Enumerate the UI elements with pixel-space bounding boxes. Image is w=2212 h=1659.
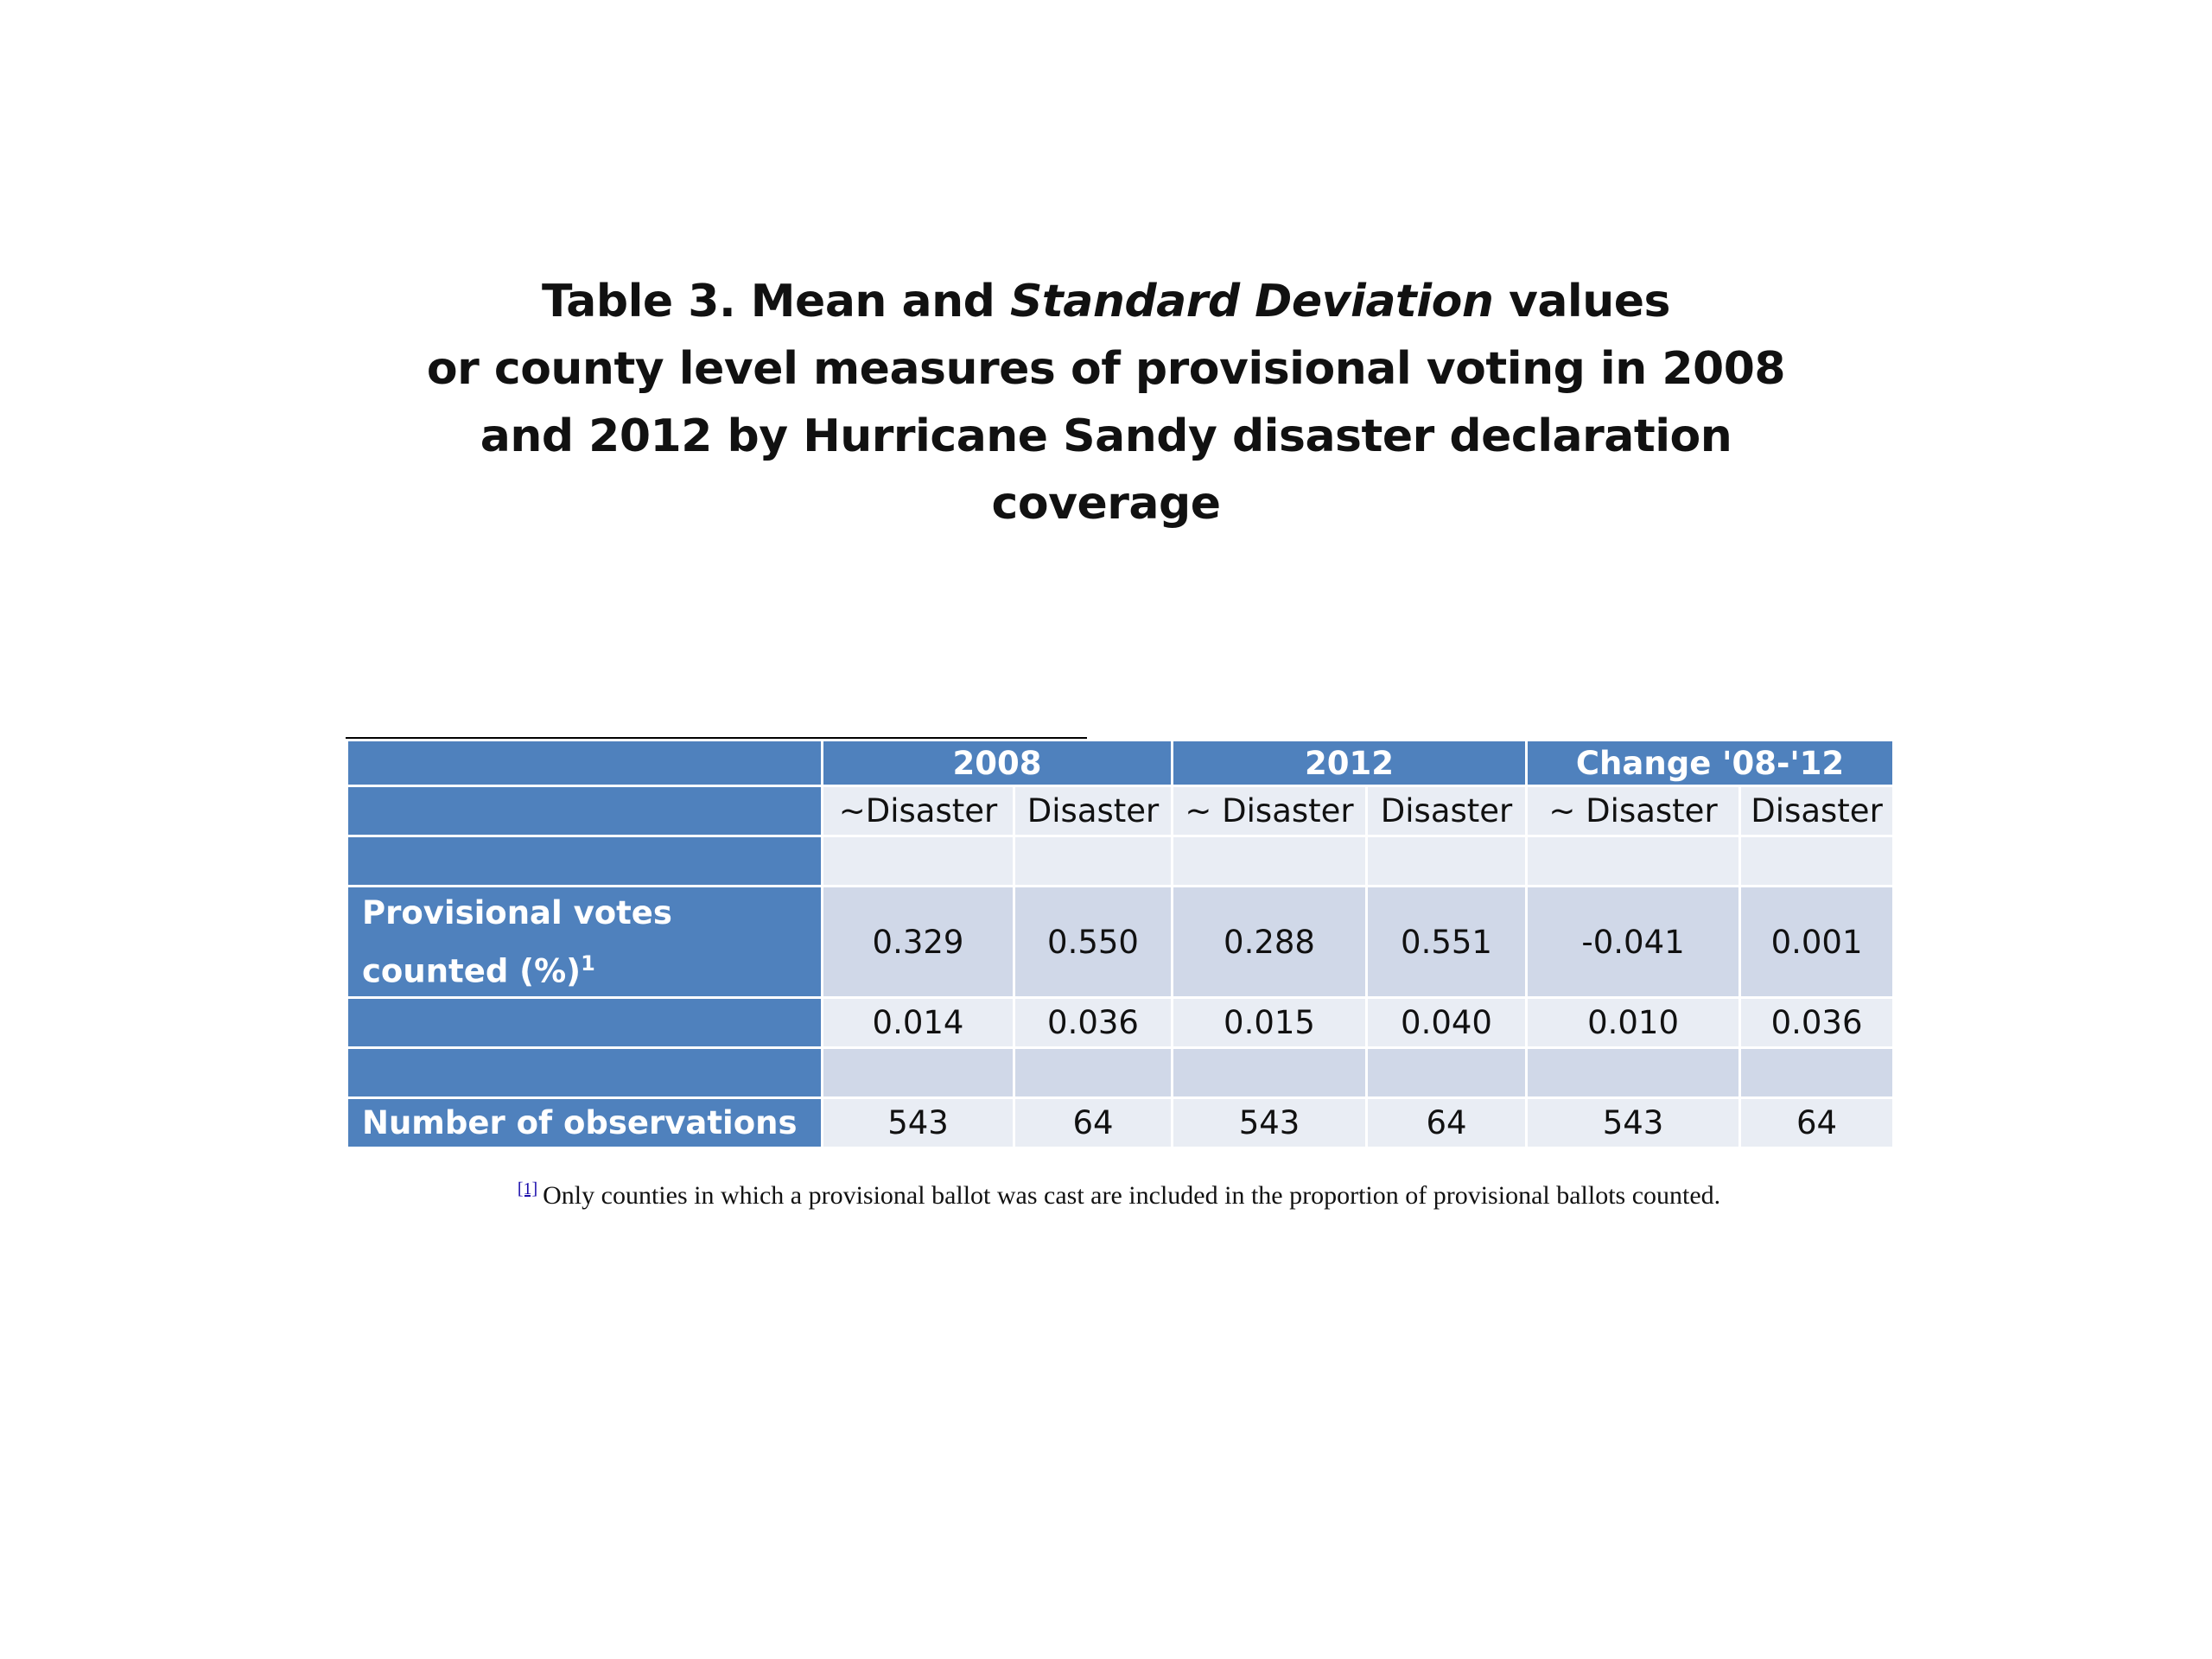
title-line-1-start: Table 3. Mean and — [541, 276, 1010, 327]
corner-cell — [346, 739, 823, 787]
observations-cell: 543 — [1525, 1096, 1742, 1150]
sd-cell: 0.015 — [1171, 996, 1369, 1050]
year-header-row: 2008 2012 Change '08-'12 — [346, 739, 1896, 787]
mean-cell: 0.001 — [1738, 884, 1896, 1000]
spacer-row — [346, 1046, 1896, 1100]
mean-cell: 0.288 — [1171, 884, 1369, 1000]
sub-header-cell: ~ Disaster — [1171, 785, 1369, 837]
observations-cell: 64 — [1012, 1096, 1174, 1150]
title-line-2: or county level measures of provisional … — [426, 343, 1786, 395]
empty-cell — [1012, 1046, 1174, 1100]
provisional-mean-row: Provisional votes counted (%)1 0.329 0.5… — [346, 884, 1896, 1000]
year-header-2012: 2012 — [1171, 739, 1529, 787]
mean-cell: 0.550 — [1012, 884, 1174, 1000]
empty-cell — [1738, 835, 1896, 887]
observations-row: Number of observations 543 64 543 64 543… — [346, 1096, 1896, 1150]
sub-header-label-cell — [346, 785, 823, 837]
observations-cell: 543 — [1171, 1096, 1369, 1150]
empty-cell — [1525, 1046, 1742, 1100]
sub-header-cell: Disaster — [1365, 785, 1529, 837]
observations-cell: 64 — [1738, 1096, 1896, 1150]
mean-cell: 0.551 — [1365, 884, 1529, 1000]
sd-cell: 0.014 — [821, 996, 1015, 1050]
sd-cell: 0.036 — [1738, 996, 1896, 1050]
observations-cell: 64 — [1365, 1096, 1529, 1150]
title-line-1: Table 3. Mean and Standard Deviation val… — [415, 268, 1797, 335]
sub-header-row: ~Disaster Disaster ~ Disaster Disaster ~… — [346, 785, 1896, 837]
row-label-line-2: counted (%) — [362, 952, 582, 990]
row-label-superscript: 1 — [581, 951, 595, 976]
empty-cell — [1365, 1046, 1529, 1100]
spacer-label-cell — [346, 1046, 823, 1100]
sd-cell: 0.010 — [1525, 996, 1742, 1050]
empty-cell — [1171, 835, 1369, 887]
title-line-1-end: values — [1493, 276, 1671, 327]
provisional-voting-table: 2008 2012 Change '08-'12 ~Disaster Disas… — [346, 739, 1896, 1150]
empty-cell — [1171, 1046, 1369, 1100]
empty-cell — [821, 1046, 1015, 1100]
provisional-sd-row: 0.014 0.036 0.015 0.040 0.010 0.036 — [346, 996, 1896, 1050]
observations-cell: 543 — [821, 1096, 1015, 1150]
sub-header-cell: Disaster — [1012, 785, 1174, 837]
empty-cell — [1525, 835, 1742, 887]
footnote-link[interactable]: [1] — [517, 1179, 538, 1198]
footnote: [1] Only counties in which a provisional … — [346, 1179, 1892, 1211]
sub-header-cell: ~Disaster — [821, 785, 1015, 837]
title-line-4: coverage — [991, 478, 1221, 530]
empty-cell — [1365, 835, 1529, 887]
empty-cell — [1012, 835, 1174, 887]
empty-cell — [821, 835, 1015, 887]
provisional-row-label: Provisional votes counted (%)1 — [346, 884, 823, 1000]
spacer-label-cell — [346, 835, 823, 887]
year-header-2008: 2008 — [820, 739, 1174, 787]
sd-label-cell — [346, 996, 823, 1050]
page-title: Table 3. Mean and Standard Deviation val… — [415, 268, 1797, 537]
mean-cell: 0.329 — [821, 884, 1015, 1000]
sd-cell: 0.036 — [1012, 996, 1174, 1050]
spacer-row — [346, 835, 1896, 887]
observations-row-label: Number of observations — [346, 1096, 823, 1150]
footnote-text: Only counties in which a provisional bal… — [543, 1181, 1721, 1210]
title-line-3: and 2012 by Hurricane Sandy disaster dec… — [480, 410, 1732, 462]
sub-header-cell: Disaster — [1738, 785, 1896, 837]
sd-cell: 0.040 — [1365, 996, 1529, 1050]
empty-cell — [1738, 1046, 1896, 1100]
year-header-change: Change '08-'12 — [1525, 739, 1896, 787]
table-top-rule — [346, 737, 1087, 741]
mean-cell: -0.041 — [1525, 884, 1742, 1000]
row-label-line-1: Provisional votes — [362, 894, 672, 931]
sub-header-cell: ~ Disaster — [1525, 785, 1742, 837]
title-italic-phrase: Standard Deviation — [1009, 276, 1494, 327]
